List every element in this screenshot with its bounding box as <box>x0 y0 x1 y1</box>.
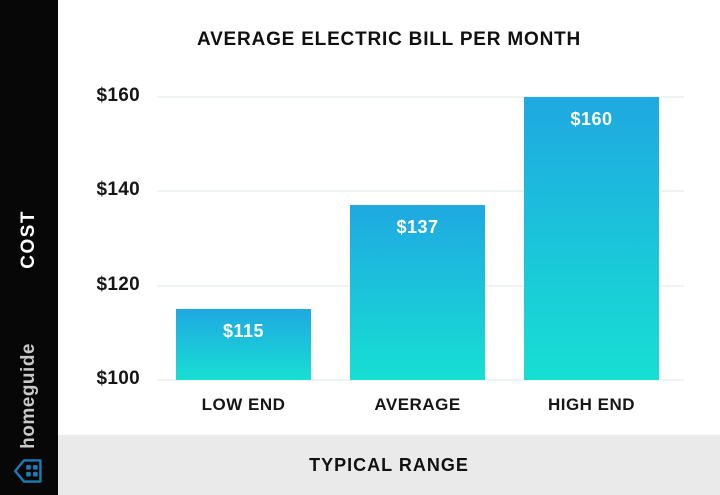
y-tick-label: $100 <box>96 368 140 389</box>
x-axis-title: TYPICAL RANGE <box>309 454 469 475</box>
x-tick-label-average: AVERAGE <box>374 395 461 414</box>
bar-value-label: $160 <box>570 108 613 129</box>
home-icon <box>14 459 42 483</box>
y-axis-title: COST <box>18 210 39 269</box>
sidebar: COST homeguide <box>0 0 58 495</box>
gridline-140 <box>157 190 684 192</box>
bar-chart: $160 $140 $120 $100 $115 LOW END $137 AVERAGE $1… <box>58 0 720 435</box>
bar-high-end: $160 <box>524 96 659 380</box>
y-axis-title-wrap: COST <box>0 210 58 269</box>
y-tick-label: $160 <box>96 84 140 106</box>
chart-area: AVERAGE ELECTRIC BILL PER MONTH $160 $140… <box>58 0 720 495</box>
brand-name-wrap: homeguide <box>0 343 58 449</box>
gridline-160 <box>157 95 684 98</box>
gridline-100 <box>157 379 684 381</box>
chart-title: AVERAGE ELECTRIC BILL PER MONTH <box>196 29 582 50</box>
y-tick-label: $120 <box>96 273 140 295</box>
x-axis-title-band: TYPICAL RANGE <box>58 435 720 495</box>
bar-value-label: $115 <box>222 321 265 342</box>
x-tick-label-low-end: LOW END <box>201 395 286 414</box>
brand-name: homeguide <box>18 343 39 449</box>
x-tick-label-high-end: HIGH END <box>547 395 636 414</box>
y-tick-label: $140 <box>96 179 140 200</box>
bar-value-label: $137 <box>396 217 439 238</box>
bar-low-end: $115 <box>176 309 311 380</box>
bar-average: $137 <box>350 205 485 380</box>
